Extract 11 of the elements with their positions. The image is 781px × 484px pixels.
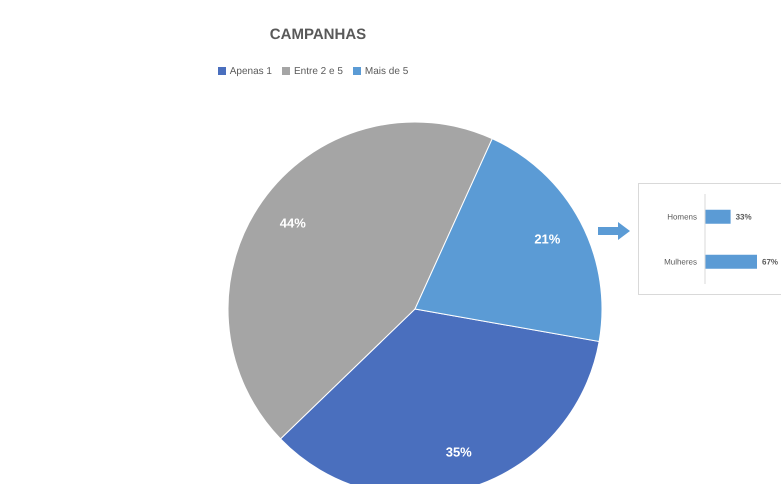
legend-label: Apenas 1 <box>230 66 272 77</box>
y-tick-label: Mulheres <box>664 257 697 266</box>
chart-title: CAMPANHAS <box>268 26 368 43</box>
data-label: 35% <box>446 444 472 460</box>
data-label: 33% <box>736 212 752 222</box>
y-tick-label: Homens <box>667 212 697 222</box>
data-label: 44% <box>280 215 306 230</box>
legend-label: Entre 2 e 5 <box>294 66 343 77</box>
legend-label: Mais de 5 <box>364 66 408 77</box>
data-label: 67% <box>762 258 778 267</box>
data-label: 21% <box>534 232 561 247</box>
